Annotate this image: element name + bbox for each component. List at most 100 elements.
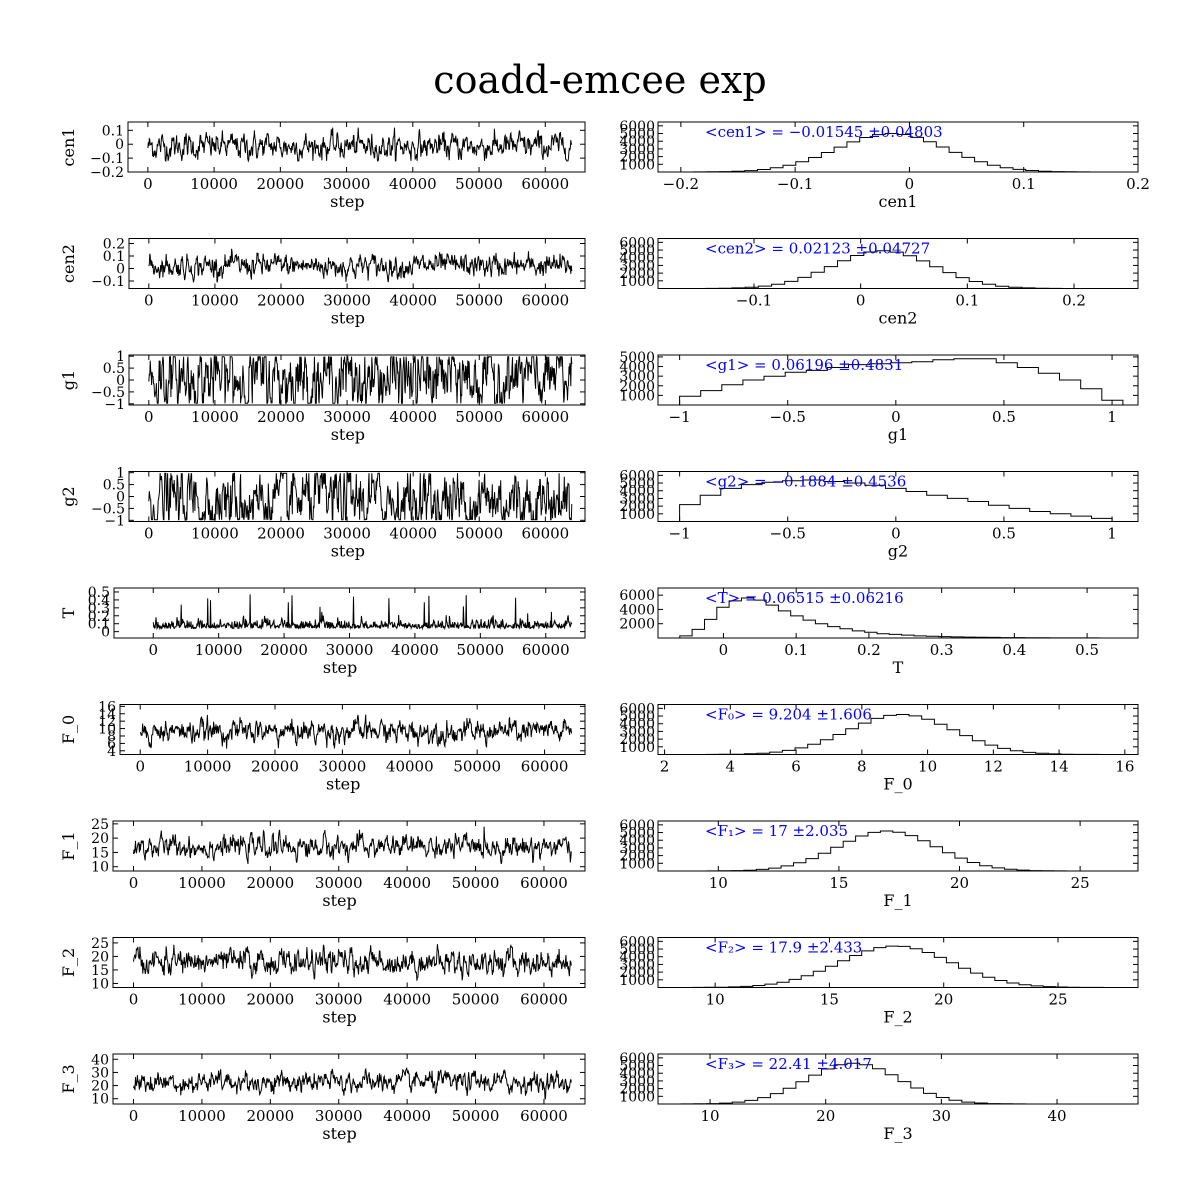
y-tick-label: 20 [91, 831, 109, 847]
mean-annotation: <F₂> = 17.9 ±2.433 [705, 939, 862, 957]
y-tick-label: 2000 [619, 379, 655, 395]
y-axis-label: g2 [59, 486, 78, 506]
x-tick-label: 12 [984, 758, 1003, 776]
x-tick-label: 0.5 [1075, 641, 1099, 659]
trace-panel-F_0: 0 10000 20000 30000 40000 50000 60000 161412108… [59, 699, 586, 794]
x-tick-label: 25 [1048, 991, 1067, 1009]
x-tick-label: 1 [1107, 525, 1117, 543]
x-axis-label: F_1 [883, 891, 912, 910]
x-tick-label: 60000 [521, 525, 569, 543]
x-tick-label: 0.2 [857, 641, 881, 659]
x-tick-label: 30000 [323, 292, 371, 310]
x-tick-label: −0.5 [770, 525, 806, 543]
x-tick-label: 8 [857, 758, 867, 776]
x-tick-label: 40000 [389, 175, 437, 193]
y-tick-label: 4000 [619, 717, 655, 733]
y-tick-label: 12 [98, 714, 116, 730]
trace-line-g2 [148, 472, 573, 522]
trace-panel-cen2: 0 10000 20000 30000 40000 50000 600000.20.10−0… [59, 237, 586, 328]
y-tick-label: 4000 [619, 602, 655, 618]
x-tick-label: 0.4 [1002, 641, 1026, 659]
x-axis-label: step [323, 658, 357, 677]
y-axis-label: cen2 [59, 244, 78, 283]
x-axis-label: F_3 [883, 1124, 912, 1143]
y-tick-label: 2000 [619, 965, 655, 981]
x-tick-label: 0 [719, 641, 729, 659]
y-tick-label: 15 [91, 963, 109, 979]
x-tick-label: 10 [918, 758, 937, 776]
histogram-F_1 [694, 830, 1117, 872]
y-tick-label: 1000 [619, 388, 655, 404]
y-tick-label: 0.2 [88, 609, 110, 625]
x-axis-label: g1 [888, 425, 908, 444]
histogram-cen1 [680, 133, 1116, 173]
x-tick-label: 10000 [191, 525, 239, 543]
y-axis-label: F_0 [59, 715, 78, 744]
y-tick-label: 4000 [619, 484, 655, 500]
x-axis-label: step [330, 192, 364, 211]
x-tick-label: 0.5 [992, 408, 1016, 426]
mean-annotation: <g2> = −0.1884 ±0.4536 [705, 473, 906, 491]
x-tick-label: 40000 [383, 991, 431, 1009]
x-tick-label: 40000 [391, 641, 439, 659]
y-tick-label: 5000 [619, 942, 655, 958]
x-tick-label: 10 [709, 874, 728, 892]
x-tick-label: 0 [135, 758, 145, 776]
x-tick-label: 40000 [383, 1107, 431, 1125]
y-axis-label: F_3 [59, 1064, 78, 1093]
x-tick-label: 50000 [452, 1107, 500, 1125]
x-tick-label: 10000 [191, 408, 239, 426]
y-tick-label: 2000 [619, 266, 655, 282]
x-tick-label: 50000 [455, 525, 503, 543]
y-tick-label: 2000 [619, 499, 655, 515]
y-tick-label: 25 [91, 936, 109, 952]
y-tick-label: 0 [116, 490, 125, 506]
y-tick-label: 0.1 [88, 617, 110, 633]
y-tick-label: 5000 [619, 1059, 655, 1075]
y-tick-label: 2000 [619, 849, 655, 865]
x-tick-label: 20000 [246, 874, 294, 892]
x-tick-label: 0 [891, 525, 901, 543]
y-tick-label: 0 [116, 373, 125, 389]
hist-F_1-frame [657, 820, 1139, 872]
y-tick-label: −1 [104, 513, 125, 529]
x-tick-label: 40000 [389, 525, 437, 543]
x-tick-label: 0.2 [1126, 175, 1150, 193]
trace-panel-g2: 0 10000 20000 30000 40000 50000 6000010.50−0.5… [59, 466, 586, 561]
trace-panel-g1: 0 10000 20000 30000 40000 50000 6000010.50−0.5… [59, 349, 586, 444]
x-tick-label: 60000 [521, 408, 569, 426]
x-tick-label: −1 [669, 525, 691, 543]
x-axis-label: step [326, 775, 360, 794]
x-tick-label: 40000 [389, 408, 437, 426]
x-tick-label: 10 [701, 1107, 720, 1125]
x-tick-label: 10000 [191, 292, 239, 310]
y-tick-label: 15 [91, 845, 109, 861]
y-tick-label: 1 [116, 349, 125, 365]
trace-F_1-frame [112, 820, 586, 872]
hist-F_0-frame [657, 704, 1139, 755]
y-tick-label: 4000 [619, 1066, 655, 1082]
histogram-F_3 [680, 1062, 1115, 1105]
x-tick-label: 40 [1047, 1107, 1066, 1125]
y-tick-label: 5000 [619, 826, 655, 842]
hist-T-frame [657, 587, 1139, 639]
x-tick-label: −0.1 [777, 175, 813, 193]
x-tick-label: 60000 [522, 641, 570, 659]
x-tick-label: 14 [1050, 758, 1069, 776]
x-tick-label: 30000 [323, 175, 371, 193]
y-axis-label: cen1 [59, 128, 78, 167]
histogram-F_2 [691, 945, 1105, 988]
x-tick-label: 60000 [520, 874, 568, 892]
x-tick-label: 30000 [315, 874, 363, 892]
y-tick-label: 16 [98, 699, 116, 715]
x-tick-label: 30000 [323, 525, 371, 543]
hist-g2-frame [657, 471, 1139, 522]
y-tick-label: 20 [91, 949, 109, 965]
trace-line-cen1 [147, 127, 573, 163]
y-tick-label: 4000 [619, 251, 655, 267]
